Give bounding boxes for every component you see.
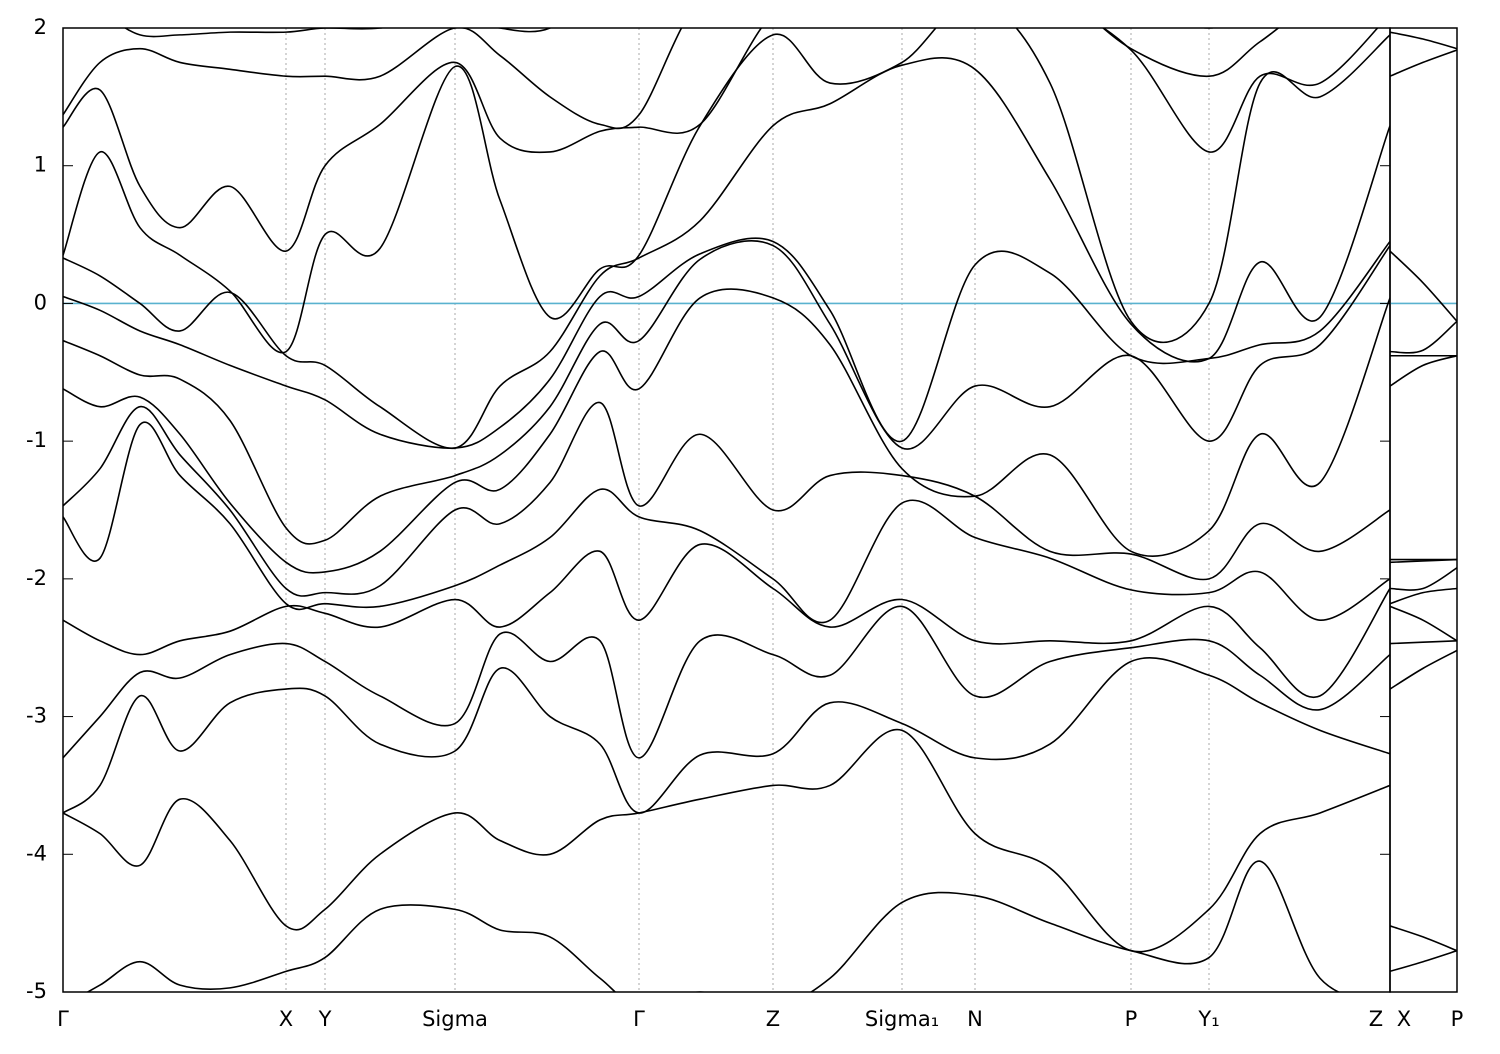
band-line [63, 237, 1390, 449]
x-tick-label: Z [766, 1007, 780, 1031]
band-line [86, 860, 1341, 992]
bands [1390, 31, 1457, 973]
y-tick-label: -4 [26, 841, 47, 865]
x-tick-label: Z [1369, 1007, 1383, 1031]
band-line [1390, 567, 1457, 591]
x-tick-label: Sigma₁ [865, 1007, 939, 1031]
bands [63, 28, 1390, 992]
band-line [63, 605, 1390, 759]
x-tick-label: Y₁ [1197, 1007, 1219, 1031]
band-line [63, 401, 1390, 597]
band-line [1390, 587, 1457, 605]
x-tick-label: Γ [57, 1007, 69, 1031]
band-line [63, 657, 1390, 814]
y-tick-label: -1 [26, 428, 47, 452]
x-tick-label: N [967, 1007, 983, 1031]
band-line [1390, 250, 1457, 322]
x-tick-label: P [1125, 1007, 1138, 1031]
band-line [1390, 31, 1457, 50]
band-line [1390, 949, 1457, 973]
band-line [63, 57, 1390, 449]
y-tick-label: 0 [34, 290, 47, 314]
band-line [63, 28, 1390, 354]
x-tick-label: Γ [633, 1007, 645, 1031]
band-line [1390, 49, 1457, 77]
band-line [1390, 640, 1457, 645]
band-line [63, 288, 1390, 574]
y-tick-label: -2 [26, 566, 47, 590]
x-tick-label: X [1397, 1007, 1411, 1031]
band-line [63, 421, 1390, 624]
band-line [1390, 925, 1457, 952]
band-line [1390, 320, 1457, 354]
x-tick-label: P [1451, 1007, 1464, 1031]
band-line [63, 728, 1390, 953]
band-line [63, 240, 1390, 545]
x-tick-label: X [279, 1007, 293, 1031]
band-line [1390, 354, 1457, 387]
band-line [1390, 605, 1457, 642]
plot-frame [1389, 27, 1458, 993]
y-tick-label: 2 [34, 15, 47, 39]
x-tick-label: Sigma [422, 1007, 488, 1031]
band-line [123, 28, 1217, 38]
band-line [63, 543, 1390, 699]
y-tick-label: -3 [26, 704, 47, 728]
band-line [1390, 649, 1457, 690]
y-tick-label: 1 [34, 153, 47, 177]
x-tick-label: Y [318, 1007, 332, 1031]
plot-frame [62, 27, 1391, 993]
band-line [63, 28, 1379, 252]
band-line [63, 28, 1280, 130]
y-tick-label: -5 [26, 979, 47, 1003]
